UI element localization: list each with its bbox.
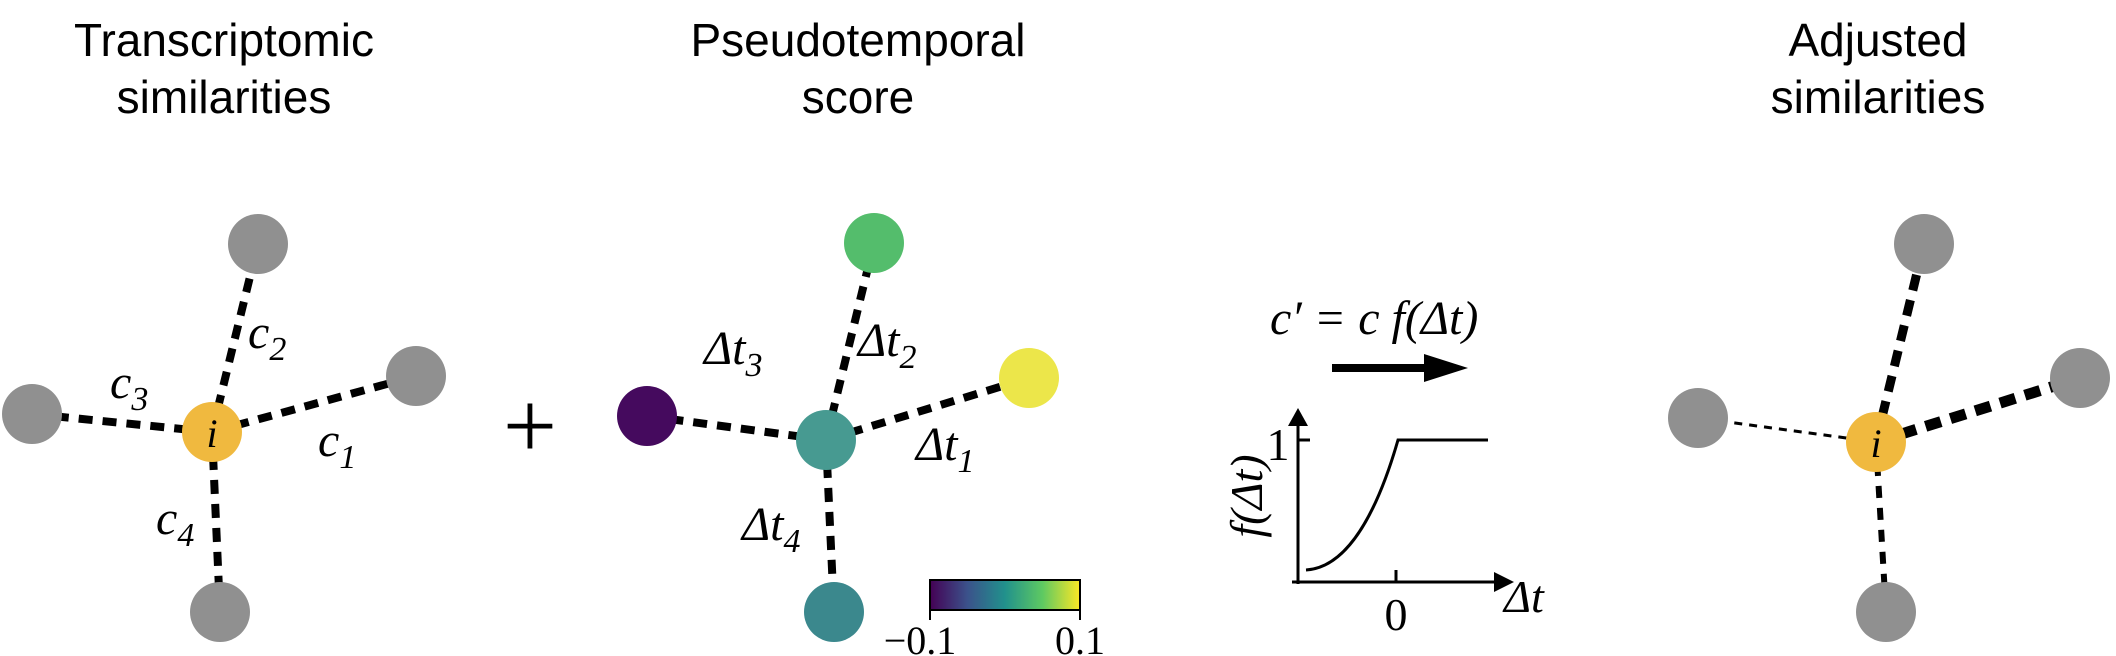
- panel-function: c′ = c f(Δt) 1 0 Δt f(Δt): [1221, 292, 1545, 640]
- function-curve: [1305, 438, 1488, 572]
- panel-title-line2: similarities: [117, 71, 332, 123]
- neighbor-node-bottom: [1856, 582, 1916, 642]
- neighbor-node-bottom: [190, 582, 250, 642]
- colorbar-gradient: [929, 579, 1081, 611]
- center-node-i: [1846, 412, 1906, 472]
- panel-title-line1: Adjusted: [1788, 14, 1967, 66]
- edge-dt1: [824, 374, 1031, 444]
- colorbar-max-label: 0.1: [1055, 618, 1105, 656]
- neighbor-node-left: [617, 386, 677, 446]
- panel-title-line1: Transcriptomic: [74, 14, 374, 66]
- center-node-i: [182, 402, 242, 462]
- neighbor-node-top: [228, 214, 288, 274]
- edge-c4: [208, 431, 224, 613]
- edges: [31, 243, 418, 613]
- panel-title-line2: similarities: [1771, 71, 1986, 123]
- y-tick-label: 1: [1267, 419, 1290, 470]
- y-axis-label: f(Δt): [1221, 454, 1272, 537]
- neighbor-node-top: [1894, 214, 1954, 274]
- panel-adjusted: Adjusted similarities i: [1668, 14, 2110, 642]
- center-node-label: i: [1870, 421, 1881, 466]
- panel-title-line1: Pseudotemporal: [691, 14, 1026, 66]
- edge-dt2: [822, 242, 878, 441]
- y-axis-arrow: [1288, 408, 1308, 426]
- neighbor-node-bottom: [804, 582, 864, 642]
- edge-label-dt3: Δt3: [702, 322, 763, 384]
- neighbor-node-right: [999, 348, 1059, 408]
- edge-c1: [210, 372, 418, 436]
- panel-title-line2: score: [802, 71, 914, 123]
- function-plot: 1 0 Δt f(Δt): [1221, 408, 1545, 640]
- edge-dt3: [646, 412, 827, 444]
- x-tick-label: 0: [1385, 589, 1408, 640]
- x-axis-label: Δt: [1502, 571, 1545, 622]
- neighbor-node-left: [2, 384, 62, 444]
- neighbor-node-top: [844, 213, 904, 273]
- edge-c2: [208, 243, 262, 433]
- transform-arrow: [1332, 354, 1468, 382]
- edge-label-c1: c1: [318, 414, 356, 476]
- colorbar-min-label: −0.1: [884, 618, 957, 656]
- panel-transcriptomic: Transcriptomic similarities i c2 c1 c3 c…: [2, 14, 446, 642]
- edge-label-c2: c2: [248, 306, 286, 368]
- arrow-head: [1424, 354, 1468, 382]
- center-node-label: i: [206, 411, 217, 456]
- edge-label-c3: c3: [110, 356, 148, 418]
- edge-label-c4: c4: [156, 492, 194, 554]
- colorbar: −0.1 0.1: [884, 579, 1105, 656]
- plus-sign: +: [503, 372, 557, 479]
- equation: c′ = c f(Δt): [1270, 292, 1478, 345]
- edge-label-dt4: Δt4: [740, 498, 801, 560]
- edge-c3: [31, 410, 213, 436]
- edge-label-dt2: Δt2: [856, 314, 917, 376]
- edge-right-strong: [1874, 372, 2082, 448]
- panel-pseudotemporal: Pseudotemporal score Δt2 Δt1 Δt3 Δt4 −0.…: [617, 14, 1105, 656]
- neighbor-node-right: [386, 346, 446, 406]
- edge-top-strong: [1871, 242, 1929, 444]
- edge-label-dt1: Δt1: [914, 418, 975, 480]
- neighbor-node-left: [1668, 388, 1728, 448]
- center-node: [796, 410, 856, 470]
- neighbor-node-right: [2050, 348, 2110, 408]
- x-axis-arrow: [1494, 572, 1514, 592]
